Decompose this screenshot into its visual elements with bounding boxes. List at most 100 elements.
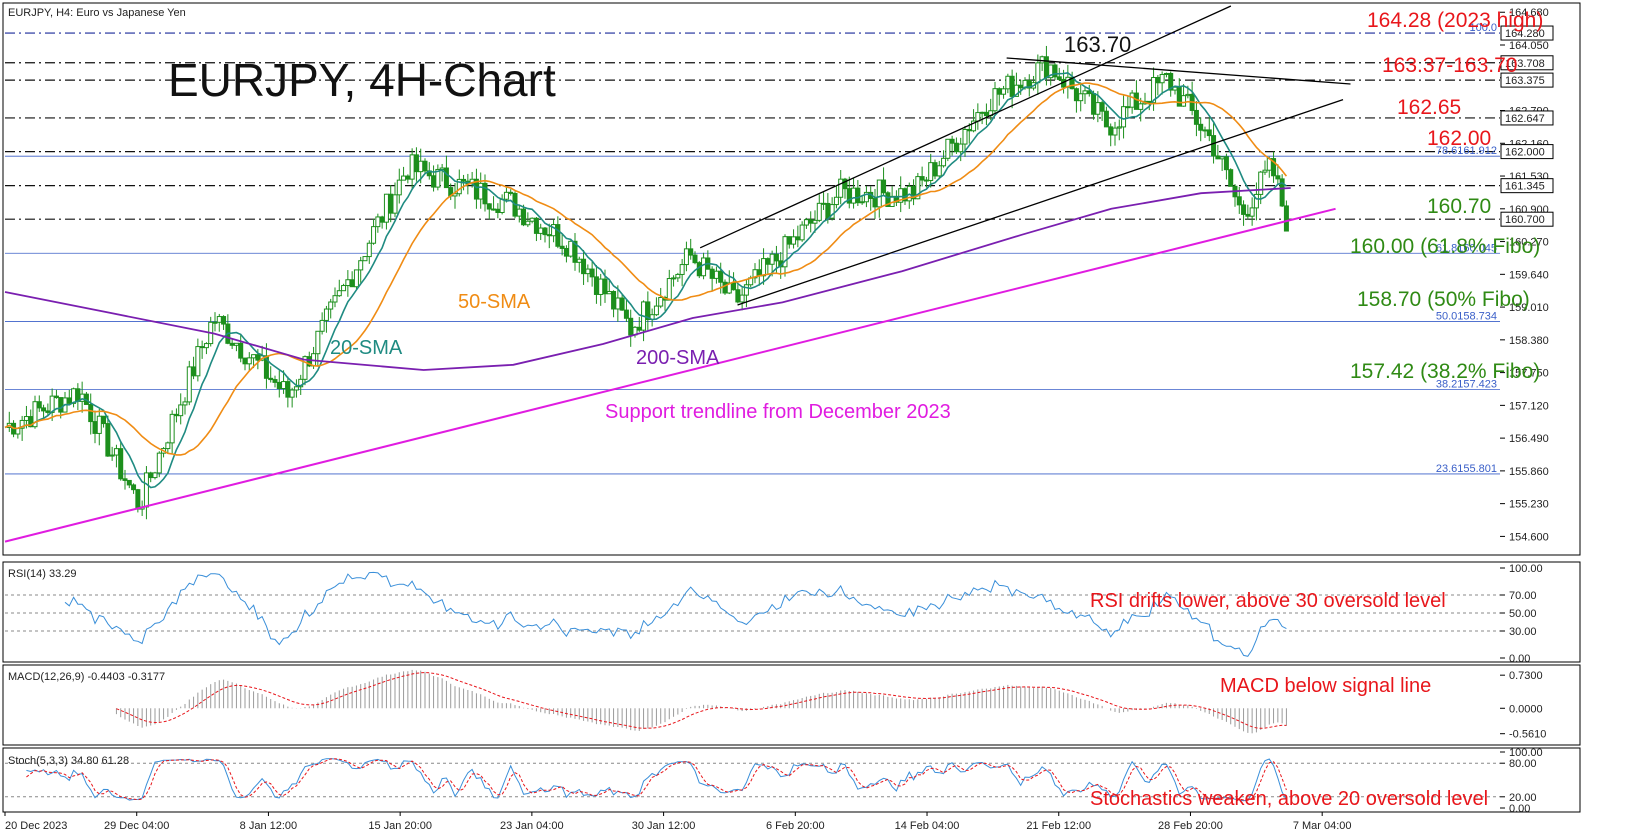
candle-body <box>495 208 501 213</box>
candle-body <box>1151 77 1157 104</box>
candle-body <box>19 419 25 429</box>
indicator-tick-label: 100.00 <box>1509 747 1543 759</box>
candle-body <box>572 240 578 263</box>
macd-panel <box>2 664 1581 746</box>
candle-body <box>371 226 377 244</box>
indicator-tick-label: 50.00 <box>1509 608 1537 620</box>
candle-body <box>581 258 587 275</box>
candle-body <box>1035 62 1041 84</box>
candle-body <box>23 416 29 421</box>
candle-body <box>221 316 227 325</box>
candle-body <box>949 138 955 144</box>
candle-body <box>32 401 38 428</box>
indicator-tick-label: -0.5610 <box>1509 729 1546 741</box>
price-box-label: 164.280 <box>1505 28 1545 40</box>
candle-body <box>92 421 98 434</box>
candle-body <box>936 165 942 177</box>
candle-body <box>491 208 497 211</box>
candle-body <box>1056 76 1062 80</box>
candle-body <box>182 401 188 406</box>
candle-body <box>88 403 94 423</box>
candle-body <box>645 301 651 321</box>
price-tick-label: 159.640 <box>1509 269 1549 281</box>
candle-body <box>443 167 449 189</box>
candle-body <box>996 88 1002 95</box>
candle-body <box>1271 158 1277 177</box>
label-162-65: 162.65 <box>1397 96 1461 119</box>
candle-body <box>216 316 222 323</box>
candle-body <box>653 305 659 316</box>
candle-body <box>546 234 552 237</box>
candle-body <box>1082 90 1088 95</box>
candle-body <box>53 395 59 399</box>
candle-body <box>418 160 424 173</box>
candle-body <box>289 389 295 398</box>
price-box <box>1500 55 1554 71</box>
candle-body <box>401 175 407 181</box>
candle-body <box>96 415 102 434</box>
candle-body <box>786 236 792 245</box>
candle-body <box>1283 205 1289 232</box>
label-trendline: Support trendline from December 2023 <box>605 401 951 423</box>
sma20-line <box>4 72 1287 489</box>
candle-body <box>191 366 197 377</box>
candle-body <box>1086 90 1092 95</box>
candle-body <box>701 257 707 277</box>
candle-body <box>499 198 505 213</box>
candle-body <box>683 248 689 266</box>
candle-body <box>336 290 342 297</box>
price-tick-label: 160.270 <box>1509 237 1549 249</box>
label-range-top: 163.37-163.70 <box>1382 54 1517 77</box>
price-box <box>1500 211 1554 227</box>
candle-body <box>1013 84 1019 97</box>
label-sma50: 50-SMA <box>458 291 531 313</box>
candle-body <box>1279 178 1285 207</box>
price-box-label: 163.708 <box>1505 58 1545 70</box>
candle-body <box>383 193 389 223</box>
candle-body <box>242 357 248 365</box>
candle-body <box>1258 171 1264 195</box>
stoch-panel <box>2 747 1581 813</box>
label-fib-618: 160.00 (61.8% Fibo) <box>1350 235 1540 258</box>
indicator-tick-label: 70.00 <box>1509 590 1537 602</box>
candle-body <box>1202 129 1208 132</box>
candle-body <box>143 472 149 508</box>
candle-body <box>1018 84 1024 89</box>
label-fib-382: 157.42 (38.2% Fibo) <box>1350 360 1540 383</box>
candle-body <box>816 202 822 221</box>
candle-body <box>1009 75 1015 97</box>
fib-label: 100.0 <box>1469 22 1497 34</box>
candle-body <box>1193 109 1199 125</box>
label-fib-50: 158.70 (50% Fibo) <box>1357 288 1530 311</box>
candle-body <box>919 176 925 181</box>
stoch-annotation: Stochastics weaken, above 20 oversold le… <box>1090 788 1488 810</box>
candle-body <box>765 258 771 265</box>
candle-body <box>619 297 625 311</box>
candle-body <box>722 281 728 294</box>
candle-body <box>503 191 509 200</box>
candle-body <box>1245 213 1251 217</box>
candle-body <box>45 410 51 413</box>
symbol-info: EURJPY, H4: Euro vs Japanese Yen <box>8 7 186 19</box>
candle-body <box>636 326 642 331</box>
price-tick-label: 158.380 <box>1509 335 1549 347</box>
candle-body <box>628 317 634 336</box>
candle-body <box>366 242 372 258</box>
label-160-70: 160.70 <box>1427 195 1491 218</box>
candle-body <box>941 157 947 167</box>
candle-body <box>932 162 938 177</box>
time-tick-label: 6 Feb 20:00 <box>766 820 825 832</box>
candle-body <box>135 489 141 510</box>
candle-body <box>1103 110 1109 128</box>
candle-body <box>859 201 865 204</box>
candle-body <box>928 162 934 181</box>
candle-body <box>1129 92 1135 108</box>
candle-body <box>576 258 582 263</box>
time-tick-label: 28 Feb 20:00 <box>1158 820 1223 832</box>
sma200-line <box>4 187 1291 371</box>
candle-body <box>743 284 749 296</box>
stoch-d-line <box>26 758 1287 801</box>
candle-body <box>251 354 257 359</box>
price-box <box>1500 178 1554 194</box>
candle-body <box>478 182 484 200</box>
